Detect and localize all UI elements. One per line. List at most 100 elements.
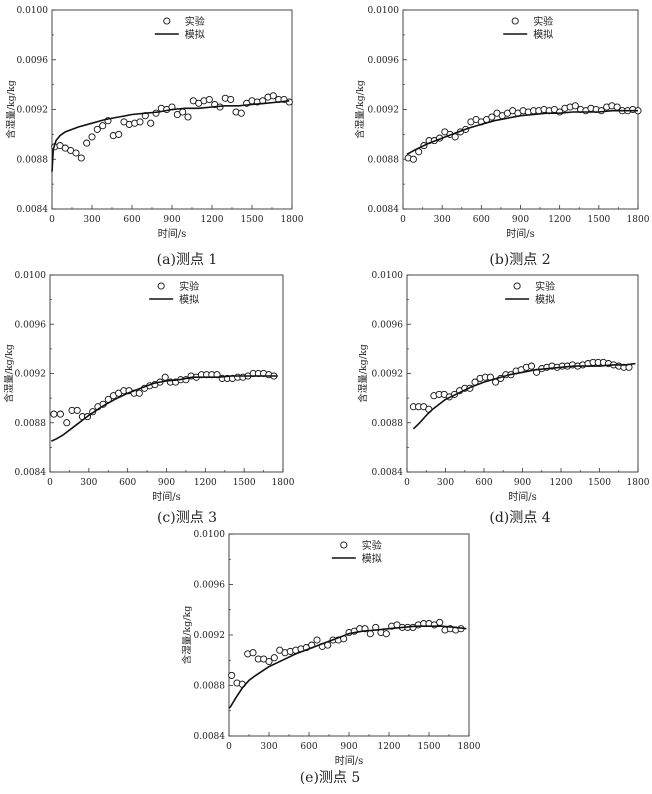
legend-label: 实验 xyxy=(533,15,553,28)
x-tick-label: 900 xyxy=(340,742,357,752)
x-tick-label: 300 xyxy=(434,215,451,225)
data-point-experiment xyxy=(237,109,245,117)
x-tick-label: 1800 xyxy=(627,215,650,225)
data-point-experiment xyxy=(56,410,64,418)
y-tick-label: 0.0092 xyxy=(15,370,47,380)
x-tick-label: 0 xyxy=(226,742,232,752)
data-point-experiment xyxy=(83,139,91,147)
y-tick-label: 0.0096 xyxy=(194,581,226,591)
chart-panel-3: 0 300 600 900 1200 1500 1800 0.0084 0.0088 0.0092… xyxy=(3,271,295,526)
panel-caption: (b)测点 2 xyxy=(489,252,550,268)
x-tick-label: 0 xyxy=(400,215,406,225)
data-point-experiment xyxy=(249,649,257,657)
y-axis-label: 含湿量/kg/kg xyxy=(3,344,15,403)
data-point-experiment xyxy=(179,108,187,116)
x-axis-label: 时间/s xyxy=(335,754,364,767)
y-tick-label: 0.0100 xyxy=(15,271,47,281)
legend-label: 模拟 xyxy=(185,28,205,41)
x-tick-label: 300 xyxy=(260,742,277,752)
legend-marker-circle xyxy=(163,17,171,25)
y-tick-label: 0.0084 xyxy=(194,732,226,742)
x-tick-label: 1800 xyxy=(458,742,481,752)
y-tick-label: 0.0092 xyxy=(372,370,404,380)
panel-caption: (e)测点 5 xyxy=(300,770,361,786)
data-point-experiment xyxy=(527,362,536,370)
y-tick-label: 0.0092 xyxy=(194,631,226,641)
data-point-experiment xyxy=(228,671,236,679)
data-point-experiment xyxy=(366,630,374,638)
x-tick-label: 600 xyxy=(123,215,140,225)
x-tick-label: 1800 xyxy=(272,478,295,488)
x-tick-label: 600 xyxy=(119,478,136,488)
legend-label: 模拟 xyxy=(362,552,382,565)
y-axis-label: 含湿量/kg/kg xyxy=(181,606,193,665)
legend-marker-circle xyxy=(157,282,165,290)
y-tick-label: 0.0092 xyxy=(368,106,400,116)
panel-caption: (a)测点 1 xyxy=(157,252,218,268)
x-tick-label: 900 xyxy=(163,215,180,225)
data-point-experiment xyxy=(269,92,277,100)
x-tick-label: 300 xyxy=(80,478,97,488)
chart-panel-4: 0 300 600 900 1200 1500 1800 0.0084 0.0088 0.0092… xyxy=(357,271,650,526)
data-point-experiment xyxy=(88,133,96,141)
y-tick-label: 0.0088 xyxy=(194,682,226,692)
x-tick-label: 1200 xyxy=(378,742,401,752)
x-tick-label: 1800 xyxy=(281,215,304,225)
y-tick-label: 0.0084 xyxy=(15,468,47,478)
data-point-experiment xyxy=(571,102,579,110)
x-tick-label: 900 xyxy=(514,478,531,488)
x-tick-label: 1800 xyxy=(627,478,650,488)
legend-label: 模拟 xyxy=(535,293,555,306)
y-tick-label: 0.0088 xyxy=(368,155,400,165)
data-point-experiment xyxy=(270,654,278,662)
data-point-experiment xyxy=(184,113,192,121)
x-tick-label: 300 xyxy=(83,215,100,225)
x-tick-label: 1200 xyxy=(201,215,224,225)
x-tick-label: 600 xyxy=(300,742,317,752)
panel-caption: (d)测点 4 xyxy=(489,510,550,526)
legend-label: 实验 xyxy=(185,15,205,28)
data-point-experiment xyxy=(93,125,101,133)
x-tick-label: 600 xyxy=(475,478,492,488)
data-point-experiment xyxy=(285,98,293,106)
data-point-experiment xyxy=(313,636,321,644)
legend-label: 实验 xyxy=(362,539,382,552)
x-axis-label: 时间/s xyxy=(152,490,181,503)
x-tick-label: 1500 xyxy=(233,478,256,488)
y-axis-label: 含湿量/kg/kg xyxy=(354,80,366,139)
data-point-experiment xyxy=(488,113,496,121)
chart-panel-2: 0 300 600 900 1200 1500 1800 0.0084 0.0088 0.0092… xyxy=(354,6,650,268)
data-point-experiment xyxy=(136,118,144,126)
x-tick-label: 1500 xyxy=(418,742,441,752)
series-line-simulated xyxy=(406,109,638,156)
x-axis-label: 时间/s xyxy=(506,227,535,240)
data-point-experiment xyxy=(265,657,273,666)
legend-label: 实验 xyxy=(179,280,199,293)
x-tick-label: 1500 xyxy=(241,215,264,225)
panel-caption: (c)测点 3 xyxy=(157,510,217,526)
data-point-experiment xyxy=(227,95,235,104)
series-line-simulated xyxy=(51,100,290,172)
series-line-simulated xyxy=(412,362,636,430)
y-tick-label: 0.0088 xyxy=(17,155,49,165)
data-point-experiment xyxy=(63,419,71,427)
y-tick-label: 0.0100 xyxy=(194,530,226,540)
legend-label: 实验 xyxy=(535,280,555,293)
y-tick-label: 0.0096 xyxy=(17,56,49,66)
x-tick-label: 900 xyxy=(512,215,529,225)
data-point-experiment xyxy=(50,410,58,418)
y-tick-label: 0.0092 xyxy=(17,106,49,116)
y-tick-label: 0.0084 xyxy=(372,468,404,478)
legend-label: 模拟 xyxy=(533,28,553,41)
y-axis-label: 含湿量/kg/kg xyxy=(357,344,369,403)
x-tick-label: 0 xyxy=(49,215,55,225)
series-line-simulated xyxy=(228,625,467,709)
chart-panel-5: 0 300 600 900 1200 1500 1800 0.0084 0.0088 0.0092… xyxy=(181,530,481,786)
x-tick-label: 300 xyxy=(437,478,454,488)
data-point-experiment xyxy=(161,373,169,381)
y-axis-label: 含湿量/kg/kg xyxy=(5,80,17,139)
x-tick-label: 0 xyxy=(47,478,53,488)
legend-marker-circle xyxy=(511,17,519,25)
series-line-simulated xyxy=(50,375,278,442)
